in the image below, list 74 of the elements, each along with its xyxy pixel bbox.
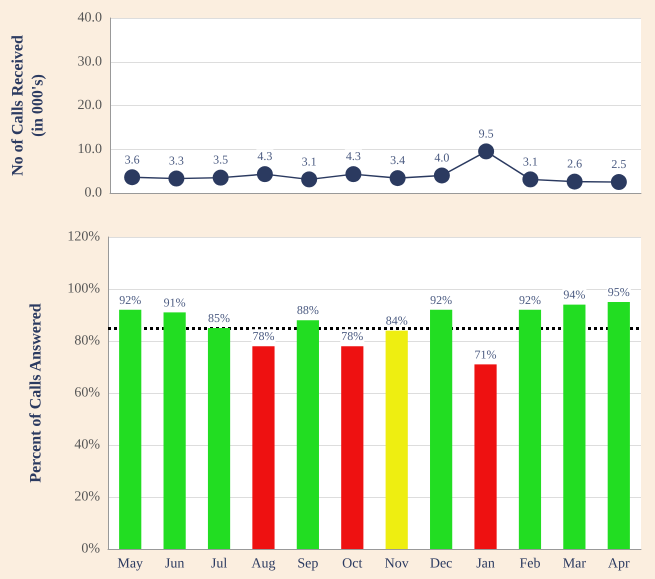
y-tick-label: 60% [74,386,100,400]
point [301,171,318,188]
x-tick-label: Aug [251,556,276,572]
data-label: 9.5 [478,126,494,140]
x-tick-label: Oct [342,556,363,572]
data-label: 84% [386,314,408,328]
point [478,143,494,160]
data-label: 4.0 [434,150,450,164]
data-label: 95% [608,285,630,299]
y-tick-label: 120% [67,230,100,244]
y-tick-label: 100% [67,282,100,296]
bar [518,310,542,549]
data-label: 94% [563,288,586,302]
x-tick-label: Apr [608,556,630,572]
data-label: 92% [119,292,142,307]
y-tick-label: 20.0 [78,98,102,113]
point [256,166,273,182]
point [522,171,538,188]
x-tick-label: May [117,556,144,572]
point [610,174,627,190]
x-tick-label: Feb [519,556,540,572]
data-label: 2.6 [567,156,582,171]
x-tick-label: Jan [476,556,495,572]
x-tick-label: Jun [164,556,184,572]
y-tick-label: 80% [74,334,100,348]
data-label: 4.3 [257,149,272,164]
point [124,169,140,186]
bar [341,346,364,549]
data-label: 3.4 [390,153,406,168]
data-label: 92% [518,292,541,307]
point [434,168,450,184]
y-axis-title: Percent of Calls Answered [28,303,44,483]
x-tick-label: Sep [297,556,318,572]
point [390,170,406,186]
data-label: 3.1 [522,154,538,168]
data-label: 3.1 [302,154,317,168]
data-label: 78% [252,329,274,344]
y-tick-label: 20% [74,490,100,504]
bar [296,320,319,549]
y-tick-label: 0% [81,542,100,556]
bar [474,364,497,549]
data-label: 88% [296,303,319,318]
point [566,174,583,190]
bar [252,346,275,549]
y-tick-label: 10.0 [78,142,102,157]
bar [563,304,586,549]
point [212,170,229,186]
data-label: 92% [430,292,452,307]
data-label: 3.6 [124,152,140,166]
data-label: 2.5 [611,157,626,172]
bar [164,312,186,549]
bar [430,310,452,549]
point [345,166,362,182]
y-tick-label: 30.0 [78,54,102,70]
x-tick-label: Nov [384,556,409,572]
data-label: 85% [208,311,230,325]
y-tick-label: 0.0 [84,186,102,200]
y-axis-title: No of Calls Received (in 000's) [10,34,46,176]
data-label: 3.5 [213,152,228,167]
x-tick-label: Jul [210,556,228,572]
point [168,170,184,187]
bar [386,330,408,549]
data-label: 78% [341,329,364,344]
bar [608,302,630,549]
data-label: 71% [474,347,497,362]
y-tick-label: 40% [74,438,100,452]
bar [208,328,230,549]
data-label: 4.3 [346,149,361,164]
y-tick-label: 40.0 [78,10,102,26]
x-tick-label: Dec [430,556,452,572]
bar [119,310,142,549]
data-label: 91% [164,295,186,310]
data-label: 3.3 [168,154,184,168]
x-tick-label: Mar [562,556,586,572]
